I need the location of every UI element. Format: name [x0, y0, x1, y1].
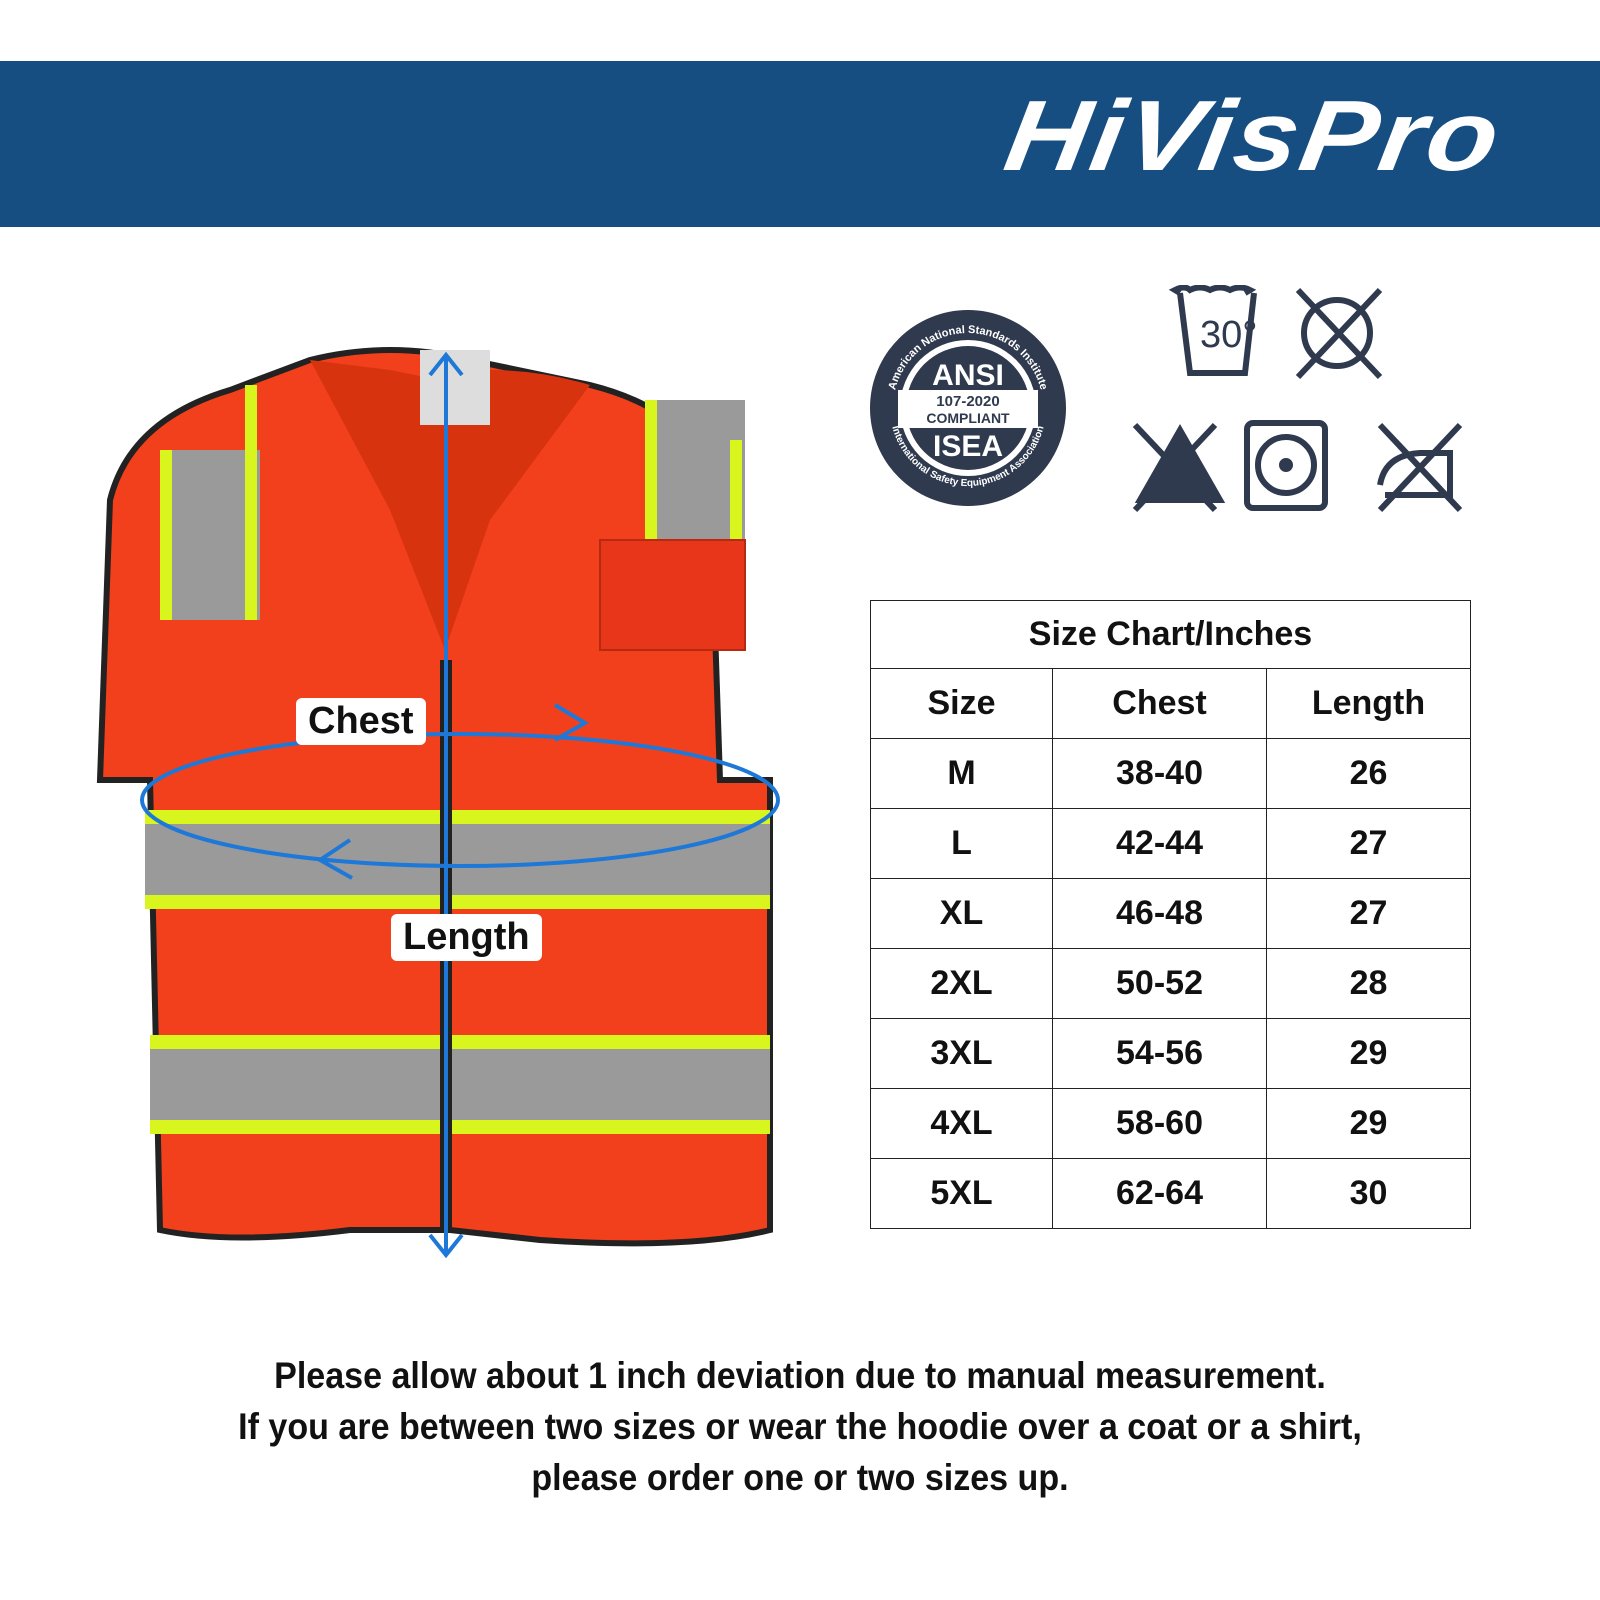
table-row: XL 46-48 27 [870, 878, 1471, 949]
size-cell: XL [870, 878, 1053, 949]
chest-label: Chest [296, 698, 426, 745]
do-not-bleach-icon [1132, 422, 1226, 513]
svg-text:ISEA: ISEA [933, 430, 1003, 463]
chest-cell: 50-52 [1052, 948, 1267, 1019]
length-label: Length [391, 914, 542, 961]
table-header-row: Size Chest Length [870, 668, 1471, 739]
chest-cell: 42-44 [1052, 808, 1267, 879]
tumble-dry-icon [1244, 420, 1328, 511]
measure-arrows [140, 351, 780, 1259]
table-row: 2XL 50-52 28 [870, 948, 1471, 1019]
do-not-dryclean-icon [1295, 287, 1383, 380]
size-chart-title: Size Chart/Inches [870, 600, 1471, 669]
chest-cell: 54-56 [1052, 1018, 1267, 1089]
note-line: If you are between two sizes or wear the… [238, 1406, 1362, 1447]
header-length: Length [1266, 668, 1471, 739]
size-cell: L [870, 808, 1053, 879]
svg-text:COMPLIANT: COMPLIANT [926, 410, 1010, 426]
size-cell: 3XL [870, 1018, 1053, 1089]
care-icons: 30° [1132, 285, 1463, 513]
length-cell: 30 [1266, 1158, 1471, 1229]
size-cell: 5XL [870, 1158, 1053, 1229]
table-row: M 38-40 26 [870, 738, 1471, 809]
table-row: 4XL 58-60 29 [870, 1088, 1471, 1159]
table-row: 5XL 62-64 30 [870, 1158, 1471, 1229]
chest-cell: 38-40 [1052, 738, 1267, 809]
svg-text:30°: 30° [1200, 314, 1257, 356]
note-line: Please allow about 1 inch deviation due … [274, 1355, 1326, 1396]
svg-text:ANSI: ANSI [932, 359, 1004, 392]
vest-image [96, 347, 780, 1259]
length-cell: 27 [1266, 808, 1471, 879]
sizing-note: Please allow about 1 inch deviation due … [0, 1350, 1600, 1503]
brand-banner: HiVisPro [0, 61, 1600, 227]
note-line: please order one or two sizes up. [531, 1457, 1069, 1498]
chest-cell: 58-60 [1052, 1088, 1267, 1159]
length-cell: 27 [1266, 878, 1471, 949]
length-cell: 29 [1266, 1088, 1471, 1159]
length-cell: 26 [1266, 738, 1471, 809]
do-not-iron-icon [1377, 422, 1463, 513]
chest-cell: 46-48 [1052, 878, 1267, 949]
reflective-stripes [145, 810, 770, 1134]
size-cell: 2XL [870, 948, 1053, 1019]
length-cell: 28 [1266, 948, 1471, 1019]
size-cell: 4XL [870, 1088, 1053, 1159]
brand-logo: HiVisPro [997, 80, 1510, 192]
table-row: 3XL 54-56 29 [870, 1018, 1471, 1089]
ansi-isea-badge: American National Standards Institute In… [870, 310, 1066, 506]
table-row: L 42-44 27 [870, 808, 1471, 879]
size-cell: M [870, 738, 1053, 809]
header-chest: Chest [1052, 668, 1267, 739]
header-size: Size [870, 668, 1053, 739]
svg-text:107-2020: 107-2020 [936, 393, 999, 410]
wash-30-icon: 30° [1168, 285, 1257, 376]
chest-cell: 62-64 [1052, 1158, 1267, 1229]
size-chart-table: Size Chart/Inches Size Chest Length M 38-… [870, 600, 1471, 1229]
length-cell: 29 [1266, 1018, 1471, 1089]
